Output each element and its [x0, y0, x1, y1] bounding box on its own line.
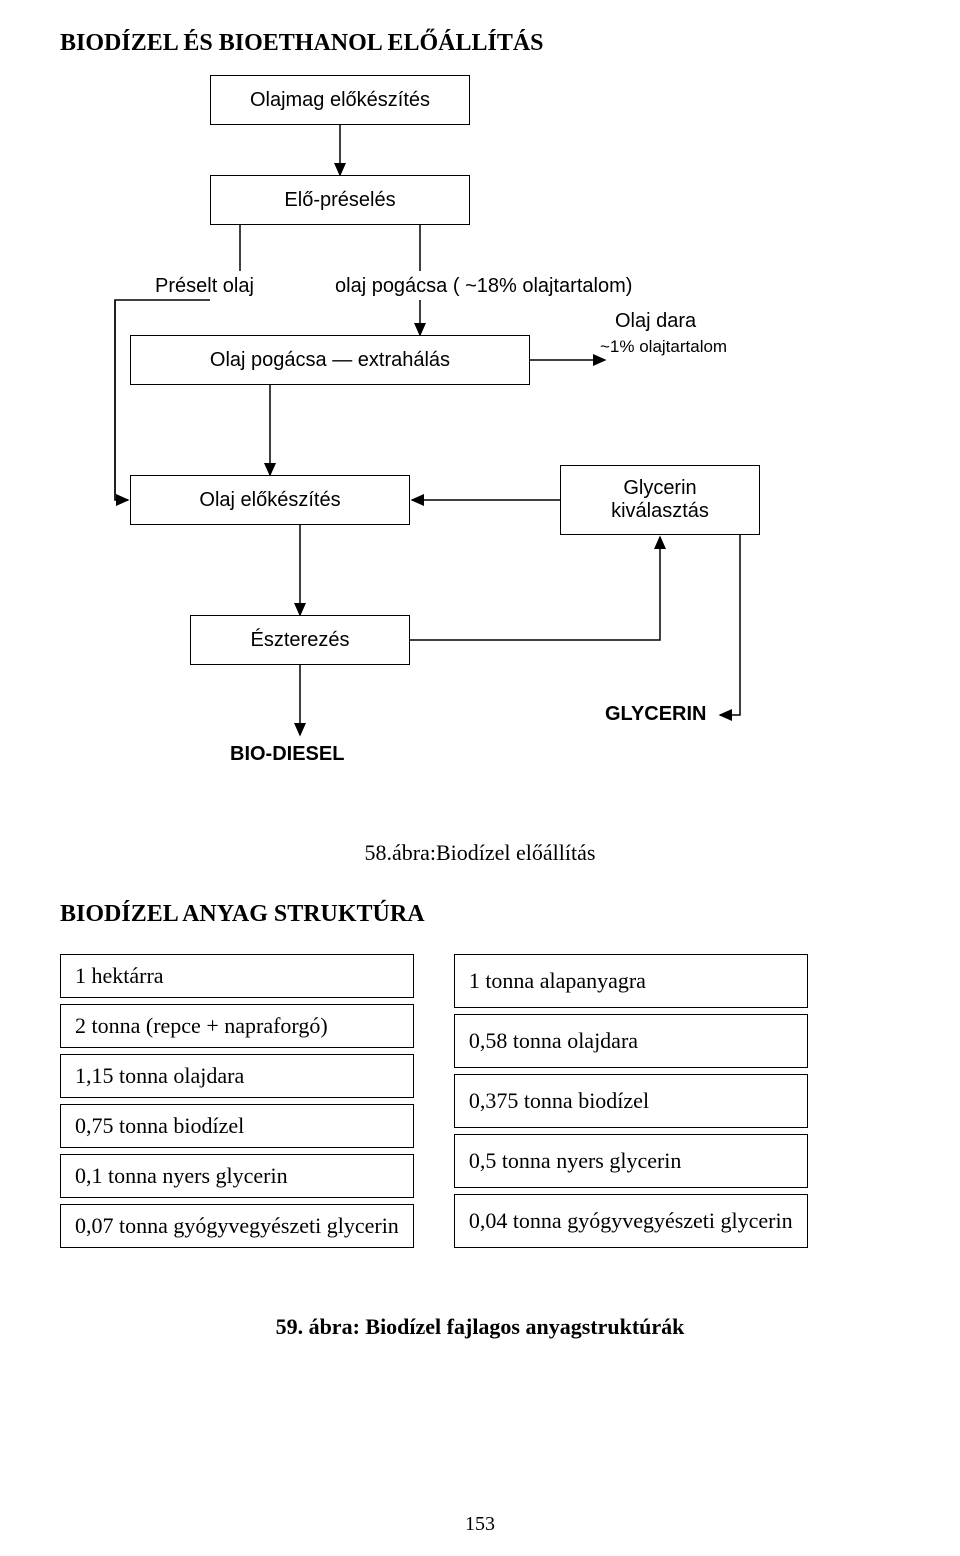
- node-label: Elő-préselés: [284, 189, 395, 212]
- table-per-tonne: 1 tonna alapanyagra 0,58 tonna olajdara …: [454, 948, 808, 1254]
- label-olaj-dara-pct: ~1% olajtartalom: [600, 337, 727, 357]
- node-label: Olajmag előkészítés: [250, 89, 430, 112]
- node-label: kiválasztás: [611, 500, 709, 523]
- page-title: BIODÍZEL ÉS BIOETHANOL ELŐÁLLÍTÁS: [60, 30, 900, 57]
- table-per-hectare: 1 hektárra 2 tonna (repce + napraforgó) …: [60, 948, 414, 1254]
- figure-caption-58: 58.ábra:Biodízel előállítás: [60, 840, 900, 866]
- label-bio-diesel: BIO-DIESEL: [230, 743, 344, 766]
- node-glycerin-kivalasztas: Glycerin kiválasztás: [560, 465, 760, 535]
- table-row: 0,5 tonna nyers glycerin: [454, 1134, 808, 1188]
- label-olaj-dara: Olaj dara: [615, 310, 696, 333]
- table-row: 0,07 tonna gyógyvegyészeti glycerin: [60, 1204, 414, 1248]
- table-row: 1,15 tonna olajdara: [60, 1054, 414, 1098]
- flowchart-connectors: [60, 75, 880, 815]
- page-number: 153: [0, 1513, 960, 1536]
- section-heading: BIODÍZEL ANYAG STRUKTÚRA: [60, 901, 900, 928]
- table-row: 0,58 tonna olajdara: [454, 1014, 808, 1068]
- node-olaj-pogacsa-extrahalas: Olaj pogácsa — extrahálás: [130, 335, 530, 385]
- node-label: Olaj előkészítés: [199, 489, 340, 512]
- table-header: 1 tonna alapanyagra: [454, 954, 808, 1008]
- node-olaj-elokeszites: Olaj előkészítés: [130, 475, 410, 525]
- node-elo-preseles: Elő-préselés: [210, 175, 470, 225]
- node-eszterezes: Észterezés: [190, 615, 410, 665]
- label-olaj-pogacsa: olaj pogácsa ( ~18% olajtartalom): [335, 275, 632, 298]
- label-preselt-olaj: Préselt olaj: [155, 275, 254, 298]
- table-row: 0,375 tonna biodízel: [454, 1074, 808, 1128]
- node-label: Glycerin: [623, 477, 696, 500]
- table-row: 0,04 tonna gyógyvegyészeti glycerin: [454, 1194, 808, 1248]
- node-label: Észterezés: [251, 629, 350, 652]
- table-row: 2 tonna (repce + napraforgó): [60, 1004, 414, 1048]
- biodiesel-flowchart: Olajmag előkészítés Elő-préselés Olaj po…: [60, 75, 880, 815]
- table-header: 1 hektárra: [60, 954, 414, 998]
- table-row: 0,75 tonna biodízel: [60, 1104, 414, 1148]
- node-olajmag-elokeszites: Olajmag előkészítés: [210, 75, 470, 125]
- node-label: Olaj pogácsa — extrahálás: [210, 349, 450, 372]
- label-glycerin: GLYCERIN: [605, 703, 707, 726]
- material-structure-tables: 1 hektárra 2 tonna (repce + napraforgó) …: [60, 948, 900, 1254]
- figure-caption-59: 59. ábra: Biodízel fajlagos anyagstruktú…: [60, 1314, 900, 1340]
- table-row: 0,1 tonna nyers glycerin: [60, 1154, 414, 1198]
